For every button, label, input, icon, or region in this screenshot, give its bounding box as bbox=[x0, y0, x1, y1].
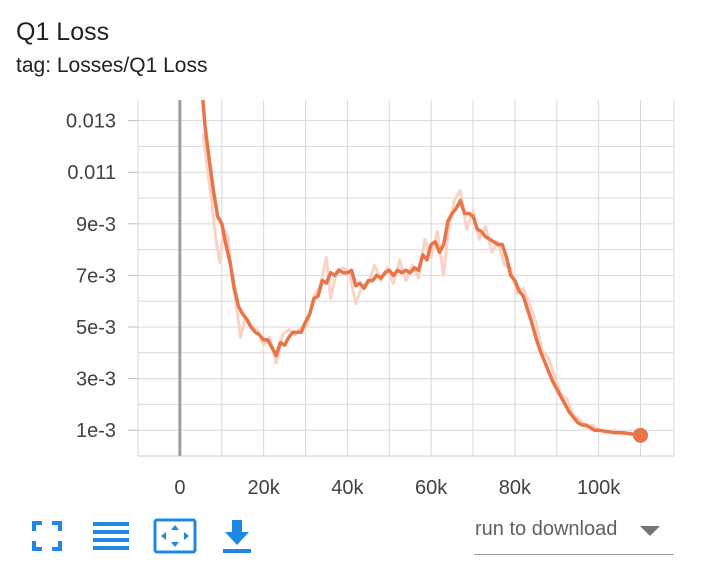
run-select-placeholder: run to download bbox=[475, 518, 618, 540]
toggle-legend-button[interactable] bbox=[88, 513, 134, 559]
x-tick-label: 40k bbox=[331, 477, 364, 499]
x-tick-label: 0 bbox=[174, 477, 185, 499]
x-tick-label: 80k bbox=[499, 477, 532, 499]
raw-series-line bbox=[201, 133, 641, 437]
fit-domain-icon bbox=[153, 518, 197, 554]
y-tick-label: 5e-3 bbox=[76, 317, 116, 339]
y-axis-ticks: 1e-3 3e-3 5e-3 7e-3 9e-3 0.011 0.013 bbox=[66, 111, 138, 442]
y-tick-label: 0.013 bbox=[66, 111, 116, 133]
fullscreen-button[interactable] bbox=[24, 513, 70, 559]
download-icon bbox=[223, 520, 251, 553]
loss-chart[interactable]: 1e-3 3e-3 5e-3 7e-3 9e-3 0.011 0.013 0 20k 40k 60… bbox=[0, 0, 706, 500]
series-end-point bbox=[633, 427, 648, 443]
card-title: Q1 Loss bbox=[16, 18, 110, 46]
series-line bbox=[201, 100, 643, 438]
x-axis-ticks: 0 20k 40k 60k 80k 100k bbox=[174, 477, 621, 499]
y-tick-label: 3e-3 bbox=[76, 369, 116, 391]
fit-domain-button[interactable] bbox=[152, 513, 198, 559]
x-tick-label: 100k bbox=[577, 477, 621, 499]
card-subtitle: tag: Losses/Q1 Loss bbox=[16, 54, 208, 77]
download-button[interactable] bbox=[214, 513, 260, 559]
fullscreen-icon bbox=[32, 521, 62, 551]
series-layer bbox=[201, 100, 643, 438]
grid-lines bbox=[137, 100, 675, 457]
chevron-down-icon bbox=[640, 526, 660, 536]
chart-toolbar bbox=[0, 505, 706, 565]
y-tick-label: 7e-3 bbox=[76, 265, 116, 287]
x-tick-label: 60k bbox=[415, 477, 448, 499]
y-tick-label: 0.011 bbox=[67, 162, 116, 184]
y-tick-label: 9e-3 bbox=[76, 214, 116, 236]
x-tick-label: 20k bbox=[248, 477, 281, 499]
y-tick-label: 1e-3 bbox=[76, 420, 116, 442]
list-icon bbox=[93, 522, 129, 550]
run-download-select[interactable]: run to download bbox=[474, 512, 674, 555]
